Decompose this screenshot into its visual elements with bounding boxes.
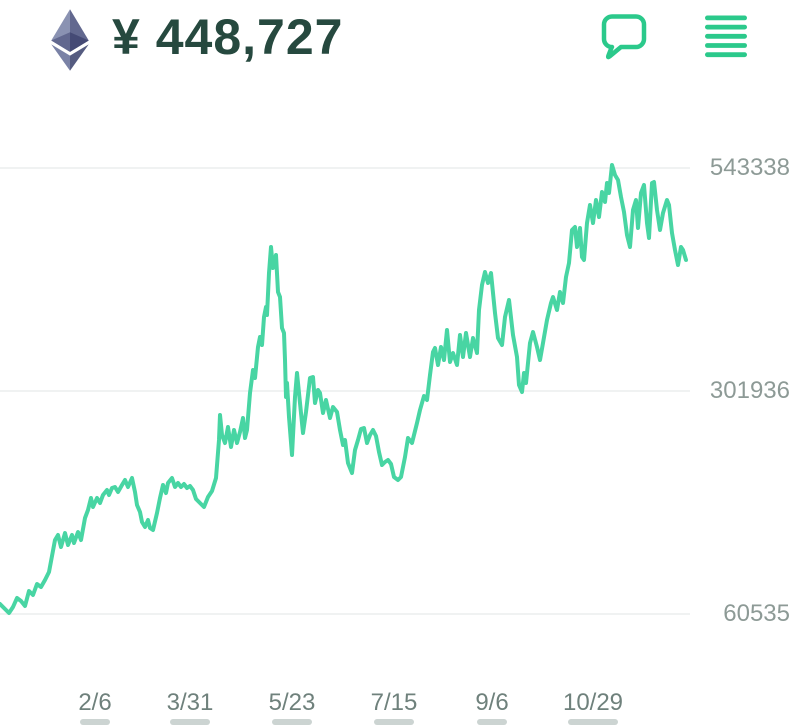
x-axis-tick-label: 3/31 [166,689,214,716]
x-axis-tick-label: 9/6 [475,689,509,716]
price-line-series [0,163,688,615]
x-axis-tick-label: 2/6 [78,689,112,716]
menu-button[interactable] [701,11,751,61]
y-axis-tick-label: 60535 [723,600,790,627]
x-axis-cutoff-dash [374,719,414,725]
speech-bubble-icon [601,14,647,60]
x-axis-cutoff-dash [80,719,110,725]
current-price: ¥ 448,727 [112,9,344,65]
x-axis-tick-label: 5/23 [268,689,316,716]
x-axis-cutoff-dash [568,719,618,725]
x-axis-cutoff-dash [170,719,210,725]
y-axis-tick-label: 543338 [709,154,790,181]
list-menu-icon [705,15,747,58]
header: ¥ 448,727 [0,0,800,80]
x-axis-tick-label: 7/15 [370,689,418,716]
ethereum-logo-icon [51,9,89,71]
x-axis-tick-label: 10/29 [562,689,624,716]
chat-button[interactable] [599,11,649,61]
gridlines [0,167,690,615]
y-axis-tick-label: 301936 [709,377,790,404]
x-axis-cutoff-dash [477,719,507,725]
x-axis-cutoff-dash [272,719,312,725]
